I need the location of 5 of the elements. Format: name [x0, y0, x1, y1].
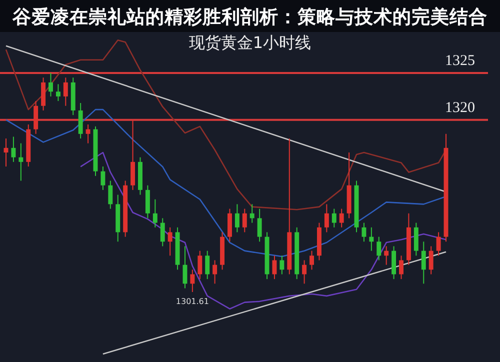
text: 谷爱凌在崇礼站的精彩胜利剖析：策略与技术的完美结合: [12, 6, 488, 28]
text: 1325: [445, 53, 475, 69]
annotation: 1301.61: [176, 297, 209, 306]
annotation: 1320: [445, 100, 475, 116]
chart-title: 现货黄金1小时线: [188, 33, 312, 52]
